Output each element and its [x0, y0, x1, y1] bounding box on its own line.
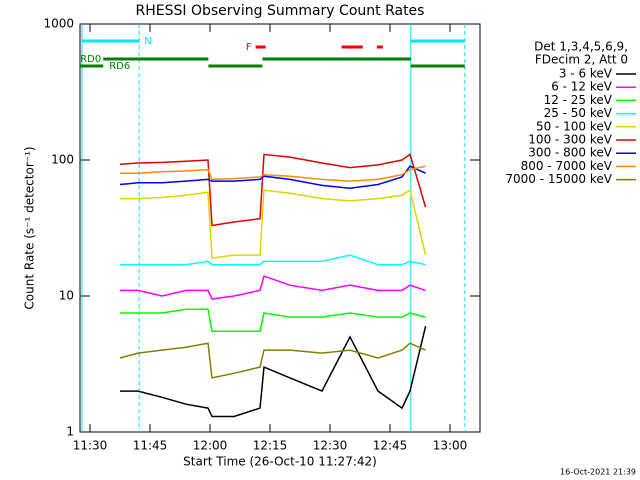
- series-line: [119, 153, 427, 227]
- legend-label: 6 - 12 keV: [551, 80, 613, 94]
- series-line: [120, 165, 426, 182]
- flag-label: RD0: [80, 54, 101, 65]
- x-tick-label: 11:30: [73, 439, 108, 453]
- series-line: [120, 326, 427, 418]
- x-axis-title: Start Time (26-Oct-10 11:27:42): [183, 455, 377, 469]
- legend-header: FDecim 2, Att 0: [535, 53, 628, 67]
- series-line: [119, 342, 426, 379]
- plot-frame: [79, 23, 481, 433]
- x-tick-label: 12:45: [373, 439, 408, 453]
- legend-label: 100 - 300 keV: [528, 133, 612, 147]
- legend-label: 800 - 7000 keV: [521, 159, 613, 173]
- x-tick-label: 12:30: [313, 439, 348, 453]
- legend-label: 300 - 800 keV: [528, 146, 612, 160]
- legend-label: 25 - 50 keV: [544, 106, 613, 120]
- flag-label: F: [246, 42, 252, 53]
- y-tick-label: 1000: [43, 17, 74, 31]
- series-line: [120, 254, 426, 266]
- y-tick-label: 100: [51, 153, 74, 167]
- x-tick-label: 11:45: [133, 439, 168, 453]
- x-tick-label: 12:15: [253, 439, 288, 453]
- flag-label: N: [144, 36, 151, 47]
- x-tick-label: 13:00: [433, 439, 468, 453]
- y-tick-label: 10: [59, 289, 74, 303]
- x-tick-label: 12:00: [193, 439, 228, 453]
- chart-title: RHESSI Observing Summary Count Rates: [136, 3, 425, 19]
- y-axis-title: Count Rate (s⁻¹ detector⁻¹): [23, 146, 37, 309]
- legend-label: 7000 - 15000 keV: [505, 172, 612, 186]
- series-line: [120, 308, 426, 333]
- series-line: [120, 275, 426, 300]
- footer: 16-Oct-2021 21:39: [560, 468, 636, 477]
- flag-label: RD6: [109, 61, 130, 72]
- legend-label: 50 - 100 keV: [536, 119, 613, 133]
- legend-label: 3 - 6 keV: [559, 67, 613, 81]
- legend-header: Det 1,3,4,5,6,9,: [534, 40, 628, 54]
- series-line: [120, 189, 427, 259]
- y-tick-label: 1: [66, 425, 74, 439]
- series-line: [119, 165, 426, 189]
- legend-label: 12 - 25 keV: [544, 93, 613, 107]
